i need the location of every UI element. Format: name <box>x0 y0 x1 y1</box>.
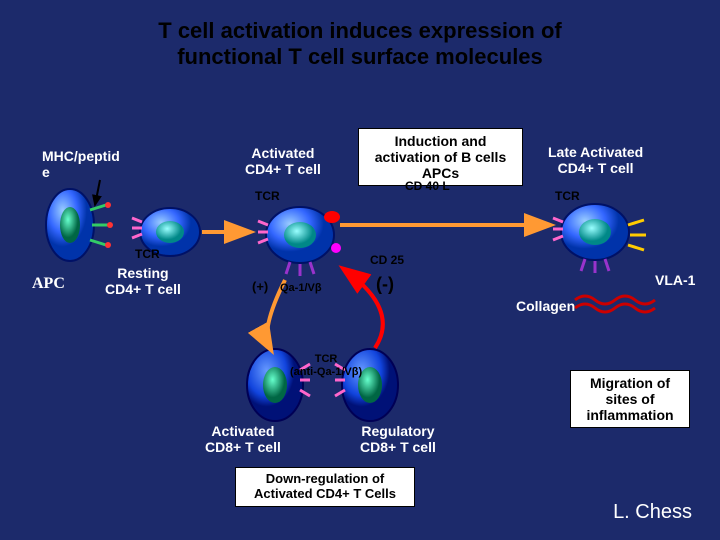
downreg-box: Down-regulation of Activated CD4+ T Cell… <box>235 467 415 507</box>
tcr4-label: TCR (anti-Qa-1/Vβ) <box>290 353 362 378</box>
activated-cd8-label: Activated CD8+ T cell <box>205 423 281 455</box>
mhc-pointer <box>95 180 100 205</box>
tcr3-label: TCR <box>555 190 580 204</box>
collagen-label: Collagen <box>516 298 575 314</box>
late-activated-cd4-label: Late Activated CD4+ T cell <box>548 144 643 176</box>
plus-label: (+) <box>252 280 268 295</box>
induction-box: Induction and activation of B cells APCs <box>358 128 523 186</box>
author-credit: L. Chess <box>613 501 692 524</box>
activated-cd4-label: Activated CD4+ T cell <box>245 145 321 177</box>
cd40l-label: CD 40 L <box>405 180 450 194</box>
minus-label: (-) <box>376 274 394 295</box>
tcr1-label: TCR <box>135 248 160 262</box>
tcr2-label: TCR <box>255 190 280 204</box>
collagen-strand <box>575 296 655 312</box>
late-activated-cd4-cell <box>553 204 646 273</box>
apc-label: APC <box>32 275 65 293</box>
mhc-peptide-label: MHC/peptid e <box>42 148 120 180</box>
qa1vb-label: Qa-1/Vβ <box>280 282 322 295</box>
migration-box: Migration of sites of inflammation <box>570 370 690 428</box>
apc-cell <box>46 189 113 261</box>
resting-cd4-label: Resting CD4+ T cell <box>105 265 181 297</box>
regulatory-cd8-label: Regulatory CD8+ T cell <box>360 423 436 455</box>
activated-cd4-cell <box>258 207 341 276</box>
cd25-label: CD 25 <box>370 254 404 268</box>
vla1-label: VLA-1 <box>655 272 695 288</box>
